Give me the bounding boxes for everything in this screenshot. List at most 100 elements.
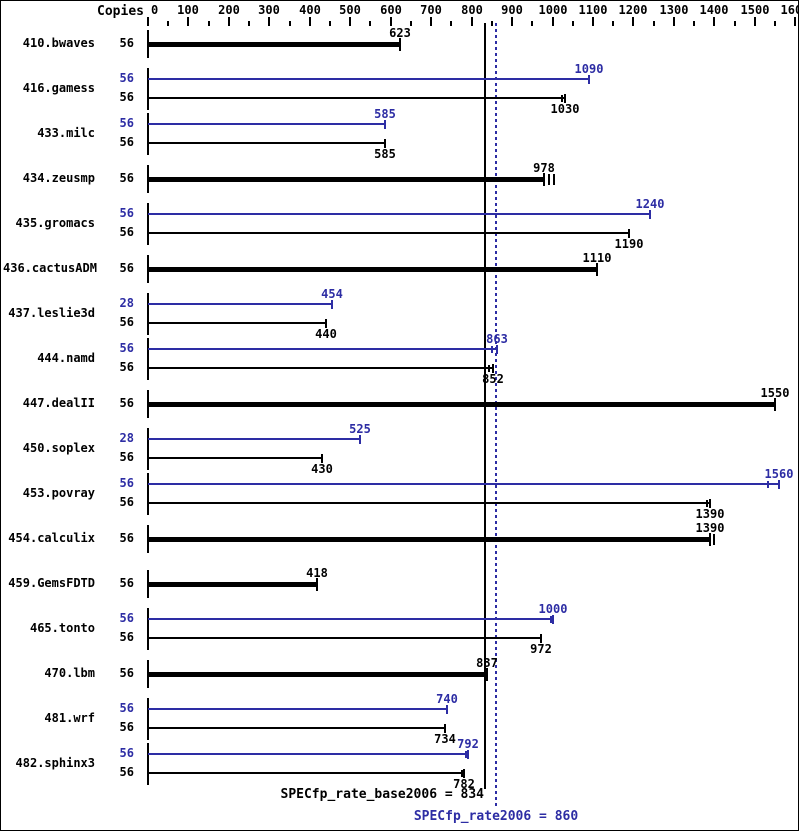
axis-minor-tick: [410, 21, 412, 26]
bar-value-label: 1390: [695, 521, 725, 535]
copies-value: 56: [119, 135, 134, 149]
benchmark-label: 482.sphinx3: [15, 756, 95, 770]
bar-base: [148, 727, 446, 729]
bar-value-label: 837: [476, 656, 498, 670]
bar-value-label: 1000: [538, 602, 568, 616]
row-axis-segment: [147, 698, 149, 740]
axis-major-tick: [632, 17, 634, 26]
bar-base: [148, 42, 401, 47]
bar-peak: [148, 438, 361, 440]
axis-tick-label: 600: [380, 3, 402, 17]
axis-tick-label: 1300: [659, 3, 689, 17]
bar-end-cap: [325, 319, 327, 328]
bar-end-cap: [463, 769, 465, 778]
axis-tick-label: 1600: [780, 3, 798, 17]
bar-end-cap: [321, 454, 323, 463]
copies-value: 56: [119, 495, 134, 509]
bar-base: [148, 537, 711, 542]
benchmark-label: 459.GemsFDTD: [8, 576, 95, 590]
bar-value-label: 623: [389, 26, 411, 40]
bar-range-tick: [713, 534, 715, 545]
copies-value: 56: [119, 341, 134, 355]
bar-value-label: 585: [374, 147, 396, 161]
bar-end-cap: [628, 229, 630, 238]
row-axis-segment: [147, 608, 149, 650]
bar-value-label: 418: [306, 566, 328, 580]
bar-end-cap: [316, 578, 318, 591]
axis-major-tick: [713, 17, 715, 26]
axis-tick-label: 900: [501, 3, 523, 17]
axis-tick-label: 100: [177, 3, 199, 17]
bar-base: [148, 672, 488, 677]
bar-value-label: 852: [482, 372, 504, 386]
bar-value-label: 1090: [574, 62, 604, 76]
bar-end-cap: [709, 533, 711, 546]
copies-value: 56: [119, 746, 134, 760]
bar-value-label: 585: [374, 107, 396, 121]
bar-value-label: 525: [349, 422, 371, 436]
benchmark-label: 447.dealII: [22, 396, 95, 410]
axis-major-tick: [552, 17, 554, 26]
axis-tick-label: 1200: [618, 3, 648, 17]
bar-value-label: 440: [315, 327, 337, 341]
bar-range-tick: [553, 174, 555, 185]
bar-peak: [148, 483, 780, 485]
axis-tick-label: 1000: [538, 3, 568, 17]
row-axis-segment: [147, 428, 149, 470]
copies-value: 56: [119, 360, 134, 374]
axis-minor-tick: [289, 21, 291, 26]
axis-tick-label: 400: [299, 3, 321, 17]
bar-end-cap: [399, 38, 401, 51]
axis-tick-label: 1400: [699, 3, 729, 17]
axis-tick-label: 300: [258, 3, 280, 17]
axis-tick-label: 800: [461, 3, 483, 17]
bar-end-cap: [649, 210, 651, 219]
axis-minor-tick: [653, 21, 655, 26]
copies-value: 56: [119, 720, 134, 734]
bar-end-cap: [331, 300, 333, 309]
bar-end-cap: [384, 120, 386, 129]
bar-value-label: 1030: [550, 102, 580, 116]
axis-tick-label: 700: [420, 3, 442, 17]
row-axis-segment: [147, 113, 149, 155]
axis-major-tick: [430, 17, 432, 26]
bar-end-cap: [467, 750, 469, 759]
axis-major-tick: [592, 17, 594, 26]
bar-base: [148, 267, 598, 272]
axis-major-tick: [390, 17, 392, 26]
bar-base: [148, 582, 318, 587]
copies-value: 56: [119, 36, 134, 50]
bar-range-tick: [488, 365, 490, 372]
axis-tick-label: 0: [151, 3, 159, 17]
benchmark-label: 481.wrf: [44, 711, 95, 725]
bar-end-cap: [444, 724, 446, 733]
footer-base-result-label: SPECfp_rate_base2006 = 834: [280, 787, 485, 802]
axis-minor-tick: [734, 21, 736, 26]
bar-end-cap: [492, 364, 494, 373]
copies-value: 56: [119, 701, 134, 715]
bar-peak: [148, 213, 651, 215]
copies-value: 56: [119, 531, 134, 545]
axis-major-tick: [754, 17, 756, 26]
benchmark-label: 410.bwaves: [22, 36, 95, 50]
axis-minor-tick: [329, 21, 331, 26]
bar-value-label: 734: [434, 732, 456, 746]
axis-minor-tick: [572, 21, 574, 26]
bar-value-label: 792: [457, 737, 479, 751]
bar-range-tick: [706, 500, 708, 507]
row-axis-segment: [147, 743, 149, 785]
bar-peak: [148, 753, 469, 755]
benchmark-label: 444.namd: [37, 351, 95, 365]
benchmark-label: 465.tonto: [29, 621, 95, 635]
axis-major-tick: [794, 17, 796, 26]
peak-mean-reference-line: [495, 23, 497, 808]
axis-major-tick: [228, 17, 230, 26]
bar-peak: [148, 123, 386, 125]
bar-value-label: 978: [533, 161, 555, 175]
bar-base: [148, 97, 566, 99]
bar-value-label: 454: [321, 287, 343, 301]
axis-minor-tick: [167, 21, 169, 26]
bar-end-cap: [543, 173, 545, 186]
bar-end-cap: [588, 75, 590, 84]
copies-value: 56: [119, 225, 134, 239]
